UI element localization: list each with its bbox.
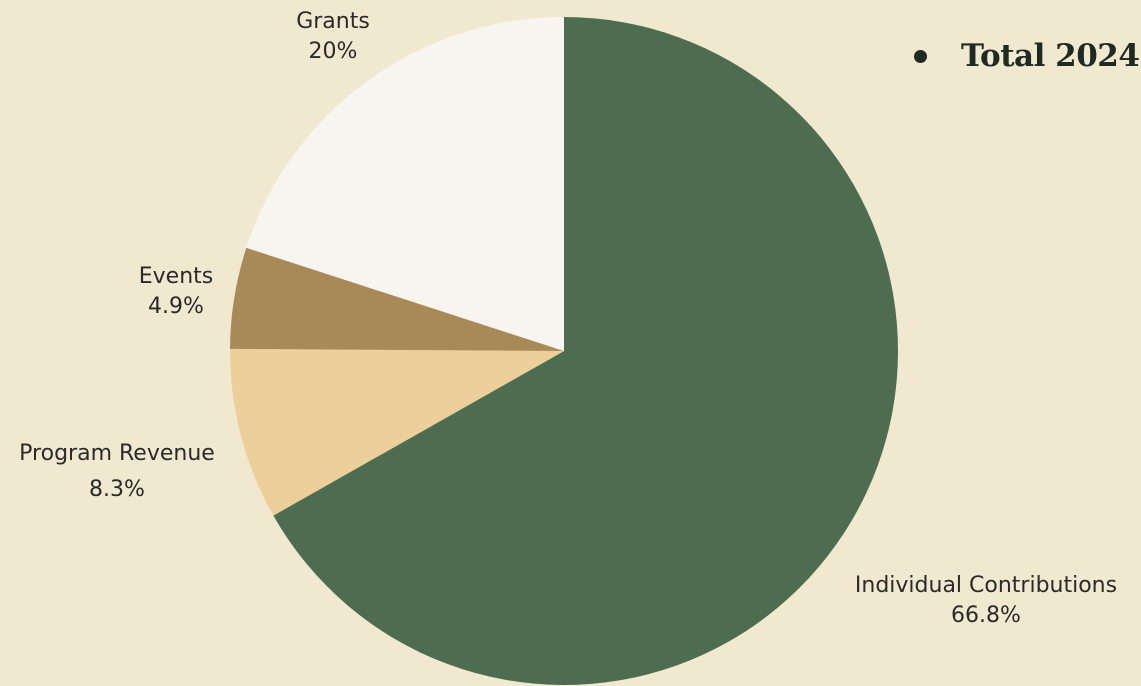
- slice-percent-label: 4.9%: [148, 294, 204, 319]
- legend: Total 2024: [914, 38, 1140, 74]
- slice-percent-label: 8.3%: [89, 477, 145, 502]
- pie-slice-grants: [246, 17, 564, 351]
- pie-slice-events: [230, 247, 564, 351]
- legend-label: Total 2024: [961, 38, 1140, 74]
- slice-label: Events: [139, 264, 214, 289]
- slice-label: Program Revenue: [19, 441, 215, 466]
- legend-marker-icon: [914, 49, 927, 63]
- slice-label: Individual Contributions: [855, 573, 1117, 598]
- slice-percent-label: 66.8%: [951, 603, 1021, 628]
- pie-slice-individual-contributions: [273, 17, 899, 686]
- pie-slice-program-revenue: [230, 348, 565, 516]
- pie-slices: [230, 17, 899, 686]
- pie-labels: Individual Contributions 66.8% Program Rev…: [19, 9, 1117, 628]
- slice-label: Grants: [296, 9, 370, 34]
- slice-percent-label: 20%: [309, 39, 358, 64]
